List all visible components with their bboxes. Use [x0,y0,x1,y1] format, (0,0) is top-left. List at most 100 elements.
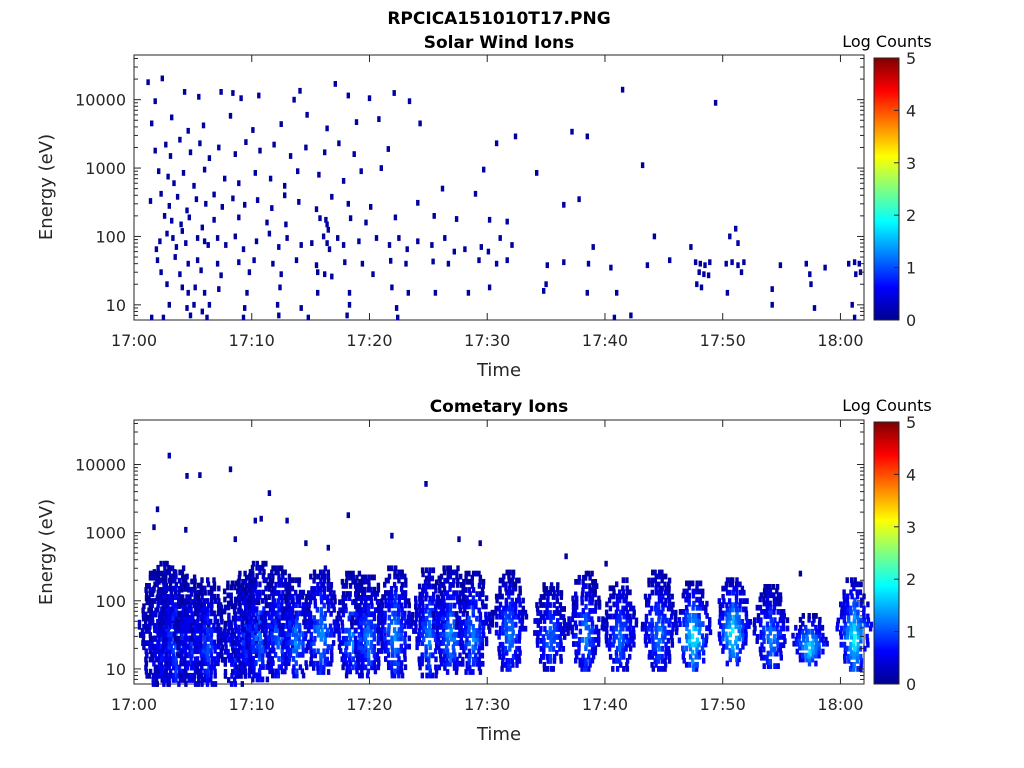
heatmap-cell [184,240,188,246]
heatmap-cell [381,639,385,646]
heatmap-cell [241,618,245,625]
heatmap-cell [159,190,163,197]
heatmap-cell [383,635,387,642]
heatmap-cell [758,596,762,603]
heatmap-cell [539,602,543,608]
heatmap-cell [752,629,756,636]
heatmap-cell [655,581,659,588]
heatmap-cell [290,585,295,592]
heatmap-cell [175,664,179,671]
heatmap-cell [759,634,763,640]
heatmap-cell [276,643,280,650]
heatmap-cell [263,623,267,629]
heatmap-cell [504,662,508,668]
heatmap-cell [625,657,630,664]
heatmap-cell [172,623,177,630]
heatmap-cell [366,668,370,675]
heatmap-cell [277,565,281,572]
heatmap-cell [165,560,169,567]
heatmap-cell [344,607,348,614]
heatmap-cell [591,637,595,643]
heatmap-cell [414,615,419,622]
heatmap-cell [584,641,589,647]
heatmap-cell [175,193,180,200]
heatmap-cell [705,613,709,619]
heatmap-cell [325,221,329,228]
heatmap-cell [608,653,613,660]
heatmap-cell [399,664,403,671]
heatmap-cell [859,601,863,608]
heatmap-cell [455,569,459,576]
heatmap-cell [575,653,579,660]
panel-title-cometary: Cometary Ions [430,397,569,417]
heatmap-cell [241,652,245,658]
heatmap-cell [817,648,821,655]
heatmap-cell [775,588,779,594]
y-tick-label: 10000 [75,456,126,475]
heatmap-cell [487,611,492,618]
heatmap-cell [403,590,408,596]
heatmap-cell [424,567,429,574]
heatmap-cell [337,635,341,642]
heatmap-cell [354,639,358,646]
heatmap-cell [323,635,327,642]
heatmap-cell [517,593,521,600]
heatmap-cell [196,598,201,604]
heatmap-cell [471,644,475,651]
heatmap-cell [181,668,185,675]
heatmap-cell [240,583,245,589]
heatmap-cell [615,601,620,608]
heatmap-cell [501,658,505,664]
heatmap-cell [488,628,492,634]
heatmap-cell [387,664,391,671]
heatmap-cell [313,627,317,634]
heatmap-cell [326,586,330,592]
heatmap-cell [303,635,308,642]
heatmap-cell [179,660,183,667]
heatmap-cell [595,583,599,589]
heatmap-cell [206,581,211,588]
heatmap-cell [174,660,178,667]
heatmap-cell [770,286,774,292]
heatmap-cell [650,605,654,612]
heatmap-cell [295,598,300,604]
heatmap-cell [389,257,393,264]
heatmap-cell [199,664,204,671]
heatmap-cell [268,626,273,633]
heatmap-cell [625,601,629,608]
heatmap-cell [319,615,323,621]
heatmap-cell [326,544,330,551]
x-tick-label: 17:20 [346,331,392,350]
heatmap-cell [343,259,347,266]
heatmap-cell [236,636,240,643]
heatmap-cell [281,614,285,621]
heatmap-cell [687,584,691,591]
heatmap-cell [359,623,363,630]
heatmap-cell [176,644,180,650]
heatmap-cell [279,577,283,584]
heatmap-cell [237,214,241,221]
heatmap-cell [417,636,422,642]
heatmap-cell [229,584,234,591]
heatmap-cell [379,648,384,654]
heatmap-cell [825,640,829,647]
heatmap-cell [396,614,401,621]
heatmap-cell [850,581,854,588]
heatmap-cell [768,638,772,644]
heatmap-cell [628,617,633,624]
heatmap-cell [241,668,245,675]
heatmap-cell [517,653,521,660]
heatmap-cell [742,606,746,613]
heatmap-cell [842,601,846,608]
heatmap-cell [480,644,485,651]
heatmap-cell [363,627,367,634]
heatmap-cell [542,662,547,668]
heatmap-cell [320,573,324,580]
heatmap-cell [151,681,156,687]
heatmap-cell [468,619,473,626]
heatmap-cell [160,606,164,613]
heatmap-cell [504,625,509,632]
heatmap-cell [845,633,850,640]
heatmap-cell [459,573,463,580]
heatmap-cell [497,645,501,652]
